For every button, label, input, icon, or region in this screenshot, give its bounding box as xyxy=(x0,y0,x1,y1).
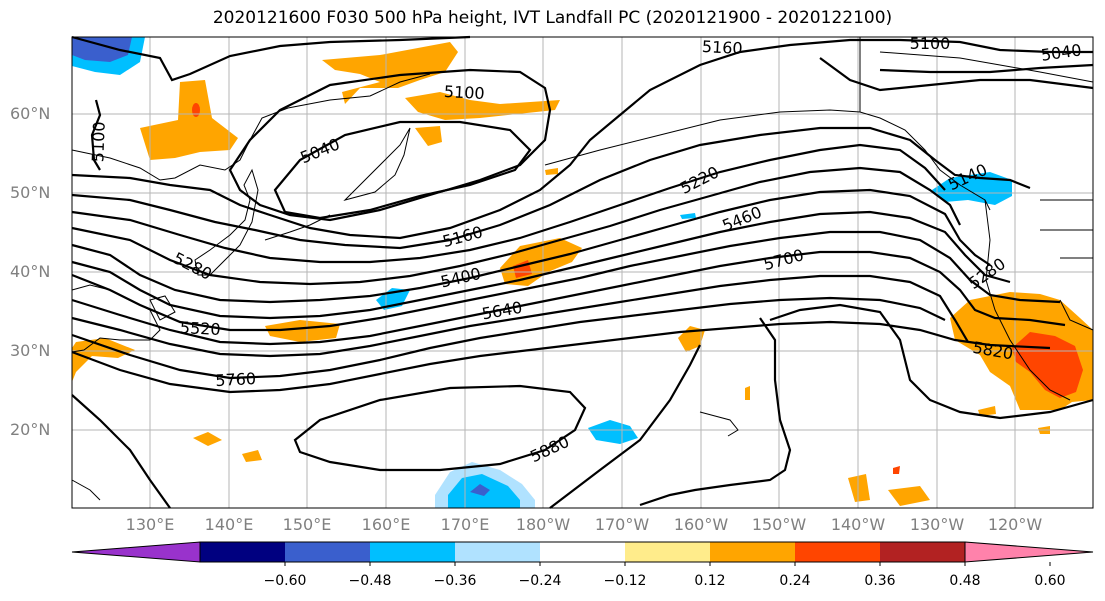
positive-anomaly-area xyxy=(415,126,442,146)
colorbar-tick-label: −0.24 xyxy=(518,573,562,589)
lon-label: 180°W xyxy=(515,515,571,534)
lon-label: 160°E xyxy=(361,515,411,534)
colorbar-tick-label: 0.48 xyxy=(949,573,981,589)
colorbar-segment xyxy=(370,542,456,562)
coastlines xyxy=(71,37,1094,501)
colorbar-segment xyxy=(455,542,541,562)
map-title: 2020121600 F030 500 hPa height, IVT Land… xyxy=(212,8,893,28)
lat-label: 50°N xyxy=(10,183,51,202)
negative-anomaly-area xyxy=(680,213,696,219)
colorbar-frame xyxy=(199,541,966,563)
colorbar-tick-label: −0.48 xyxy=(348,573,392,589)
lon-label: 130°E xyxy=(125,515,175,534)
positive-anomaly-area xyxy=(193,432,222,446)
colorbar-tick-label: 0.12 xyxy=(694,573,726,589)
lon-label: 130°W xyxy=(909,515,965,534)
contour-label: 5520 xyxy=(179,318,221,339)
positive-anomaly-area xyxy=(72,338,135,382)
positive-anomaly-area xyxy=(893,466,900,474)
lat-label: 60°N xyxy=(10,104,51,123)
contour-label: 5100 xyxy=(88,121,108,162)
contour-label: 5160 xyxy=(701,37,743,58)
contour-label: 5160 xyxy=(440,222,484,251)
colorbar xyxy=(71,541,1094,566)
positive-anomaly-area xyxy=(888,486,930,506)
negative-anomaly-area xyxy=(470,484,490,496)
positive-anomaly-area xyxy=(192,103,200,117)
negative-anomaly-area xyxy=(588,420,638,444)
positive-anomaly-area xyxy=(140,80,238,160)
map-frame xyxy=(71,36,1094,509)
contour-label: 5280 xyxy=(170,248,215,283)
colorbar-extend-low xyxy=(71,541,201,563)
positive-anomaly-area xyxy=(242,450,262,462)
colorbar-tick-label: −0.60 xyxy=(263,573,307,589)
colorbar-segment xyxy=(285,542,371,562)
lon-label: 140°W xyxy=(830,515,886,534)
contour-label: 5100 xyxy=(443,82,485,103)
negative-anomaly-area xyxy=(72,37,132,62)
colorbar-tick-label: −0.12 xyxy=(603,573,647,589)
contour-label: 5040 xyxy=(298,134,343,167)
colorbar-tick-label: 0.60 xyxy=(1034,573,1066,589)
contour-label: 5700 xyxy=(761,245,805,274)
positive-anomaly-area xyxy=(545,168,558,175)
contour-label: 5640 xyxy=(480,298,523,324)
positive-anomaly-area xyxy=(1012,332,1083,398)
lon-label: 170°W xyxy=(594,515,650,534)
positive-anomaly-area xyxy=(978,406,996,416)
colorbar-segment xyxy=(540,542,626,562)
colorbar-tick-label: 0.36 xyxy=(864,573,896,589)
lat-label: 20°N xyxy=(10,420,51,439)
positive-anomaly-area xyxy=(322,42,458,104)
colorbar-segment xyxy=(795,542,881,562)
colorbar-segment xyxy=(200,542,286,562)
positive-anomaly-area xyxy=(265,320,340,342)
negative-anomaly-area xyxy=(932,172,1012,205)
lon-label: 160°W xyxy=(673,515,729,534)
height-contours xyxy=(71,35,1094,509)
positive-anomaly-area xyxy=(848,474,870,502)
contour-label: 5040 xyxy=(1040,40,1083,64)
positive-anomaly-area xyxy=(405,92,560,120)
lon-label: 170°E xyxy=(440,515,490,534)
colorbar-segment xyxy=(625,542,711,562)
colorbar-segment xyxy=(880,542,966,562)
colorbar-extend-high xyxy=(964,541,1094,563)
positive-anomaly-area xyxy=(745,386,750,400)
lat-label: 30°N xyxy=(10,341,51,360)
lon-label: 120°W xyxy=(987,515,1043,534)
contour-label: 5220 xyxy=(677,162,722,197)
lon-label: 150°W xyxy=(751,515,807,534)
contour-label: 5100 xyxy=(910,34,951,53)
contour-label: 5760 xyxy=(215,369,257,390)
colorbar-tick-label: −0.36 xyxy=(433,573,477,589)
lon-label: 150°E xyxy=(282,515,332,534)
colorbar-segment xyxy=(710,542,796,562)
contour-label: 5880 xyxy=(527,432,572,466)
lon-label: 140°E xyxy=(204,515,254,534)
lat-label: 40°N xyxy=(10,262,51,281)
colorbar-tick-label: 0.24 xyxy=(779,573,811,589)
